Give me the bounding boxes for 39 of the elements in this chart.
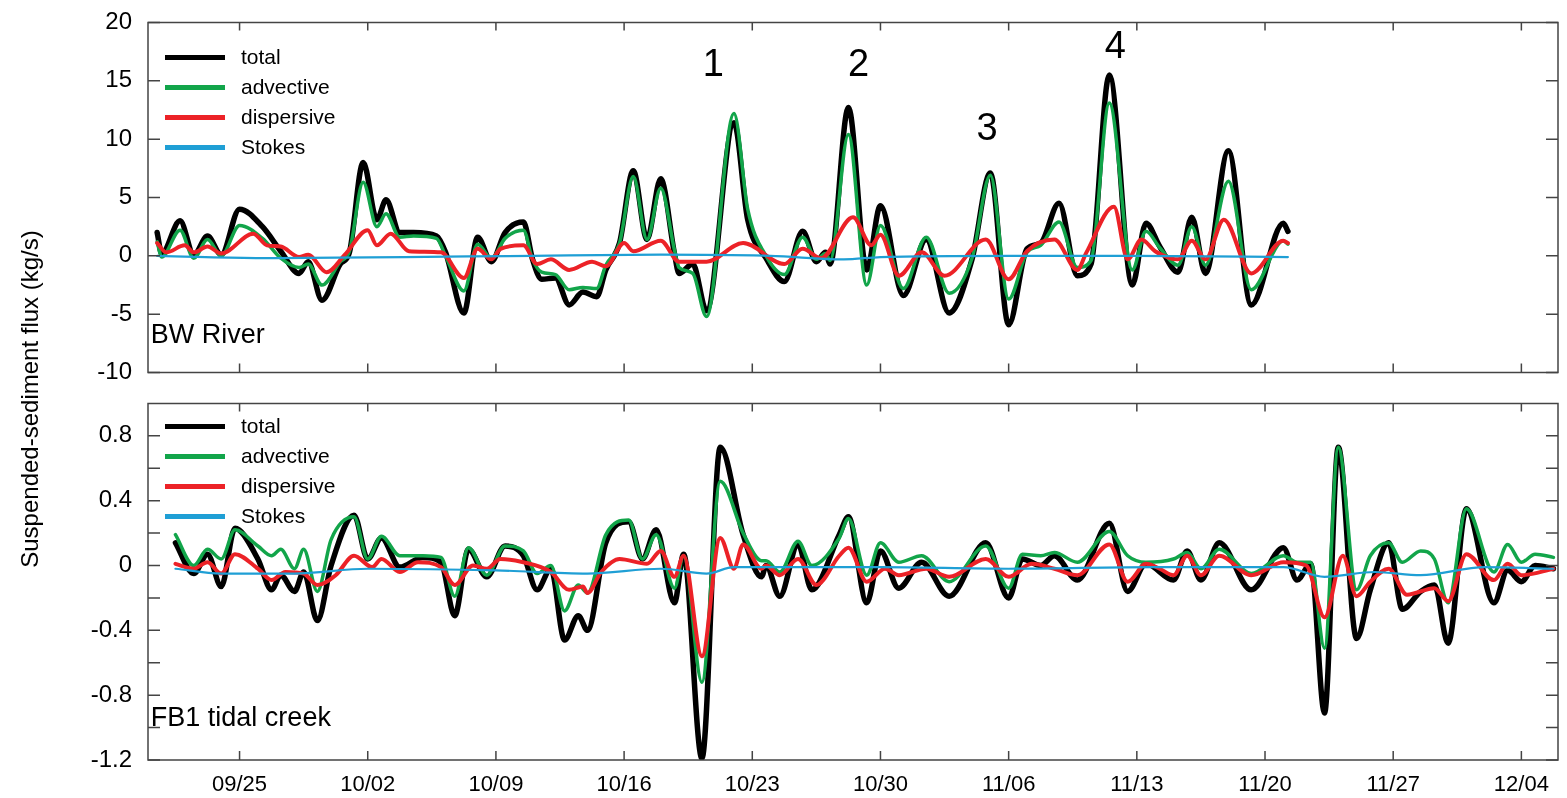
legend-label: Stokes bbox=[241, 504, 306, 528]
x-tick-label: 11/20 bbox=[1238, 771, 1292, 797]
annotation: BW River bbox=[150, 319, 265, 350]
annotation: FB1 tidal creek bbox=[150, 702, 332, 733]
y-tick-label: -5 bbox=[110, 298, 132, 326]
annotation: 4 bbox=[1104, 23, 1126, 66]
y-tick-label: -0.8 bbox=[90, 679, 132, 707]
y-tick-label: 15 bbox=[105, 65, 132, 93]
legend-label: Stokes bbox=[241, 135, 306, 159]
x-tick-label: 11/06 bbox=[981, 771, 1036, 797]
y-tick-label: 10 bbox=[105, 123, 132, 151]
x-tick-label: 10/02 bbox=[340, 771, 396, 797]
x-tick-label: 10/16 bbox=[596, 771, 652, 797]
y-tick-label: 0 bbox=[118, 240, 132, 268]
x-tick-label: 10/23 bbox=[724, 771, 780, 797]
annotation: 2 bbox=[848, 41, 870, 84]
y-axis-title: Suspended-sediment flux (kg/s) bbox=[16, 230, 44, 568]
y-tick-label: 20 bbox=[105, 7, 132, 35]
annotation: 3 bbox=[976, 106, 998, 149]
legend-label: advective bbox=[241, 75, 330, 99]
legend-label: advective bbox=[241, 444, 330, 468]
y-tick-label: -10 bbox=[97, 357, 132, 385]
x-tick-label: 11/13 bbox=[1110, 771, 1164, 797]
x-tick-label: 11/27 bbox=[1366, 771, 1420, 797]
legend-label: dispersive bbox=[241, 474, 336, 498]
y-tick-label: 0.8 bbox=[98, 420, 132, 448]
y-tick-label: -0.4 bbox=[90, 614, 132, 642]
y-tick-label: 0.4 bbox=[98, 485, 132, 513]
annotation: 1 bbox=[702, 41, 724, 84]
y-tick-label: -1.2 bbox=[90, 744, 132, 772]
legend-label: dispersive bbox=[241, 105, 336, 129]
legend-label: total bbox=[241, 45, 281, 69]
legend-label: total bbox=[241, 414, 281, 438]
y-tick-label: 0 bbox=[118, 550, 132, 578]
x-tick-label: 10/09 bbox=[468, 771, 524, 797]
y-tick-label: 5 bbox=[118, 182, 132, 210]
x-tick-label: 12/04 bbox=[1493, 771, 1549, 797]
x-tick-label: 09/25 bbox=[212, 771, 268, 797]
x-tick-label: 10/30 bbox=[852, 771, 908, 797]
